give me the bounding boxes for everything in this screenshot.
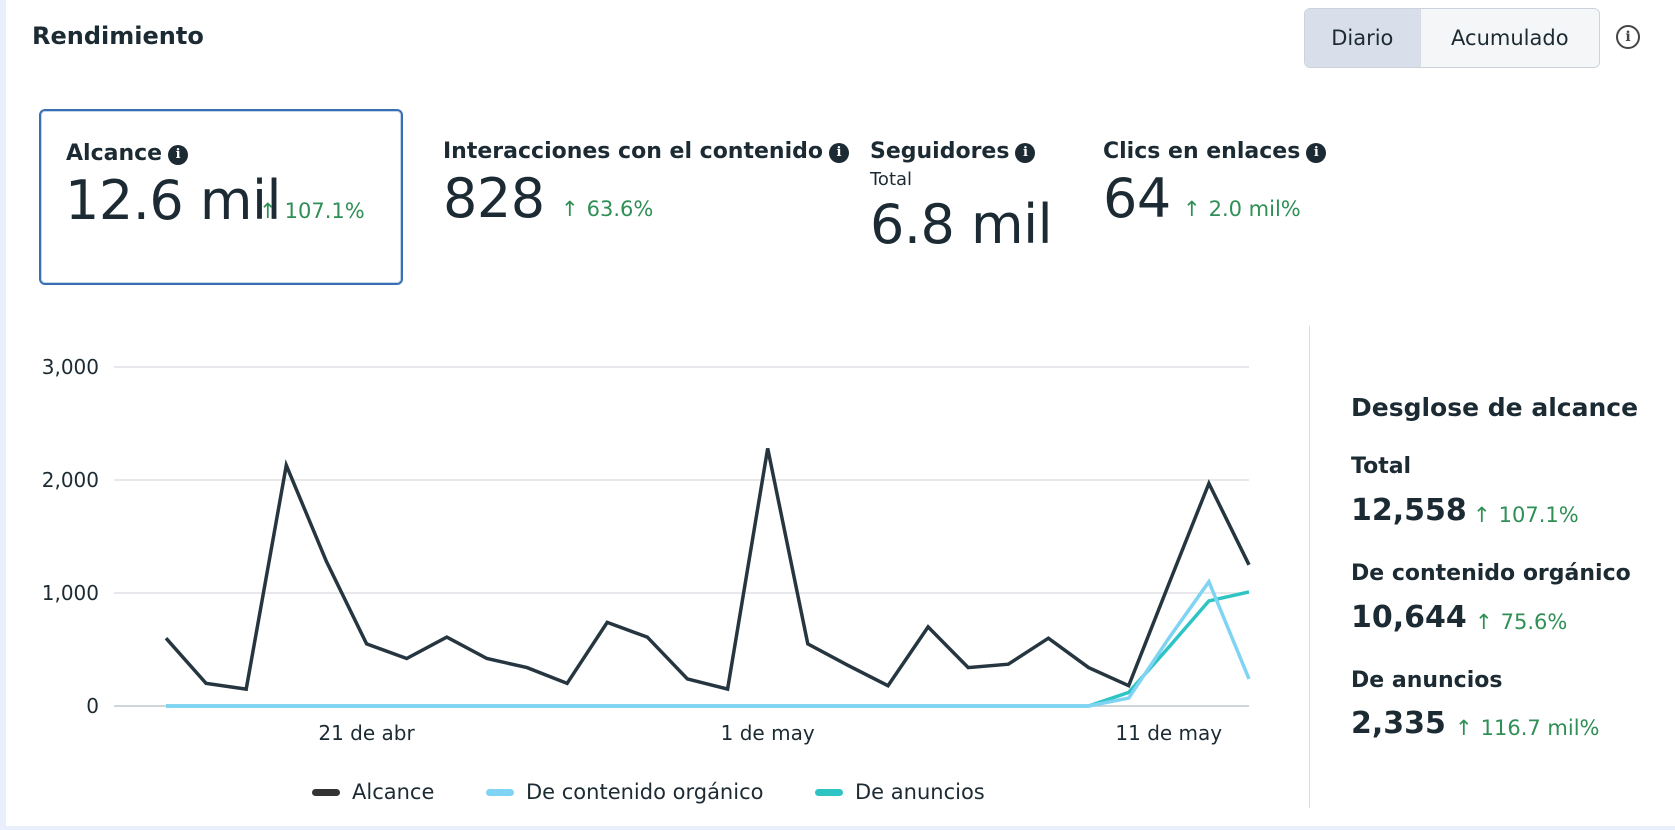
legend-item-alcance[interactable]: Alcance: [312, 780, 434, 804]
series-line-de-anuncios[interactable]: [166, 590, 1250, 708]
breakdown-title: Desglose de alcance: [1351, 393, 1639, 422]
breakdown-change-ads: ↑ 116.7 mil%: [1455, 716, 1600, 740]
metric-change: ↑ 107.1%: [259, 199, 365, 223]
y-tick-label: 0: [86, 694, 99, 718]
arrow-up-icon: ↑: [1475, 610, 1493, 634]
breakdown-value-total: 12,558: [1351, 493, 1467, 528]
breakdown-value-organic: 10,644: [1351, 600, 1467, 635]
metric-card-link-clicks[interactable]: Clics en enlaces i 64 ↑ 2.0 mil%: [1103, 109, 1343, 285]
metric-sub: Total: [870, 169, 913, 190]
divider: [1309, 326, 1310, 808]
info-icon[interactable]: i: [828, 142, 849, 163]
breakdown-label-ads: De anuncios: [1351, 668, 1503, 693]
arrow-up-icon: ↑: [1183, 197, 1201, 221]
breakdown-label-total: Total: [1351, 454, 1412, 479]
y-tick-label: 1,000: [42, 581, 99, 605]
metric-value: 828: [443, 167, 545, 230]
info-icon[interactable]: i: [1015, 142, 1036, 163]
performance-panel: Rendimiento Diario Acumulado i Alcance i …: [6, 0, 1675, 826]
arrow-up-icon: ↑: [1473, 503, 1491, 527]
metric-value: 64: [1103, 167, 1171, 230]
breakdown-change-total: ↑ 107.1%: [1473, 503, 1579, 527]
y-tick-label: 2,000: [42, 468, 99, 492]
legend-item-organico[interactable]: De contenido orgánico: [486, 780, 763, 804]
legend-item-anuncios[interactable]: De anuncios: [815, 780, 985, 804]
arrow-up-icon: ↑: [1455, 716, 1473, 740]
breakdown-label-organic: De contenido orgánico: [1351, 561, 1631, 586]
metric-value: 12.6 mil: [65, 169, 282, 232]
legend-swatch: [312, 788, 340, 796]
x-tick-label: 1 de may: [721, 721, 815, 745]
x-tick-label: 21 de abr: [318, 721, 415, 745]
series-line-alcance[interactable]: [164, 448, 1251, 692]
metric-card-interactions[interactable]: Interacciones con el contenido i 828 ↑ 63.…: [443, 109, 849, 285]
arrow-up-icon: ↑: [561, 197, 579, 221]
arrow-up-icon: ↑: [259, 199, 277, 223]
metric-change: ↑ 2.0 mil%: [1183, 197, 1301, 221]
breakdown-change-organic: ↑ 75.6%: [1475, 610, 1568, 634]
legend-swatch: [486, 788, 514, 796]
y-tick-label: 3,000: [42, 355, 99, 379]
info-icon[interactable]: i: [1306, 142, 1327, 163]
series-line-de-contenido-orgánico[interactable]: [166, 578, 1251, 708]
toggle-cumulative[interactable]: Acumulado: [1419, 9, 1599, 67]
legend-swatch: [815, 788, 843, 796]
metric-value: 6.8 mil: [870, 193, 1053, 256]
metric-label: Seguidores i: [870, 139, 1036, 164]
reach-line-chart: 0 1,000 2,000 3,000 21 de abr 1 de may 11 de m…: [42, 355, 1251, 745]
metric-label: Clics en enlaces i: [1103, 139, 1327, 164]
info-outline-icon[interactable]: i: [1616, 25, 1640, 49]
info-icon[interactable]: i: [168, 144, 189, 165]
toggle-daily[interactable]: Diario: [1305, 9, 1420, 67]
view-toggle: Diario Acumulado: [1304, 8, 1600, 68]
x-tick-label: 11 de may: [1115, 721, 1222, 745]
breakdown-value-ads: 2,335: [1351, 706, 1446, 741]
metric-change: ↑ 63.6%: [561, 197, 654, 221]
metric-label: Interacciones con el contenido i: [443, 139, 849, 164]
metric-label: Alcance i: [66, 141, 189, 166]
page-title: Rendimiento: [32, 22, 204, 50]
metric-card-followers[interactable]: Seguidores i Total 6.8 mil: [870, 109, 1070, 285]
metric-card-reach[interactable]: Alcance i 12.6 mil ↑ 107.1%: [39, 109, 403, 285]
